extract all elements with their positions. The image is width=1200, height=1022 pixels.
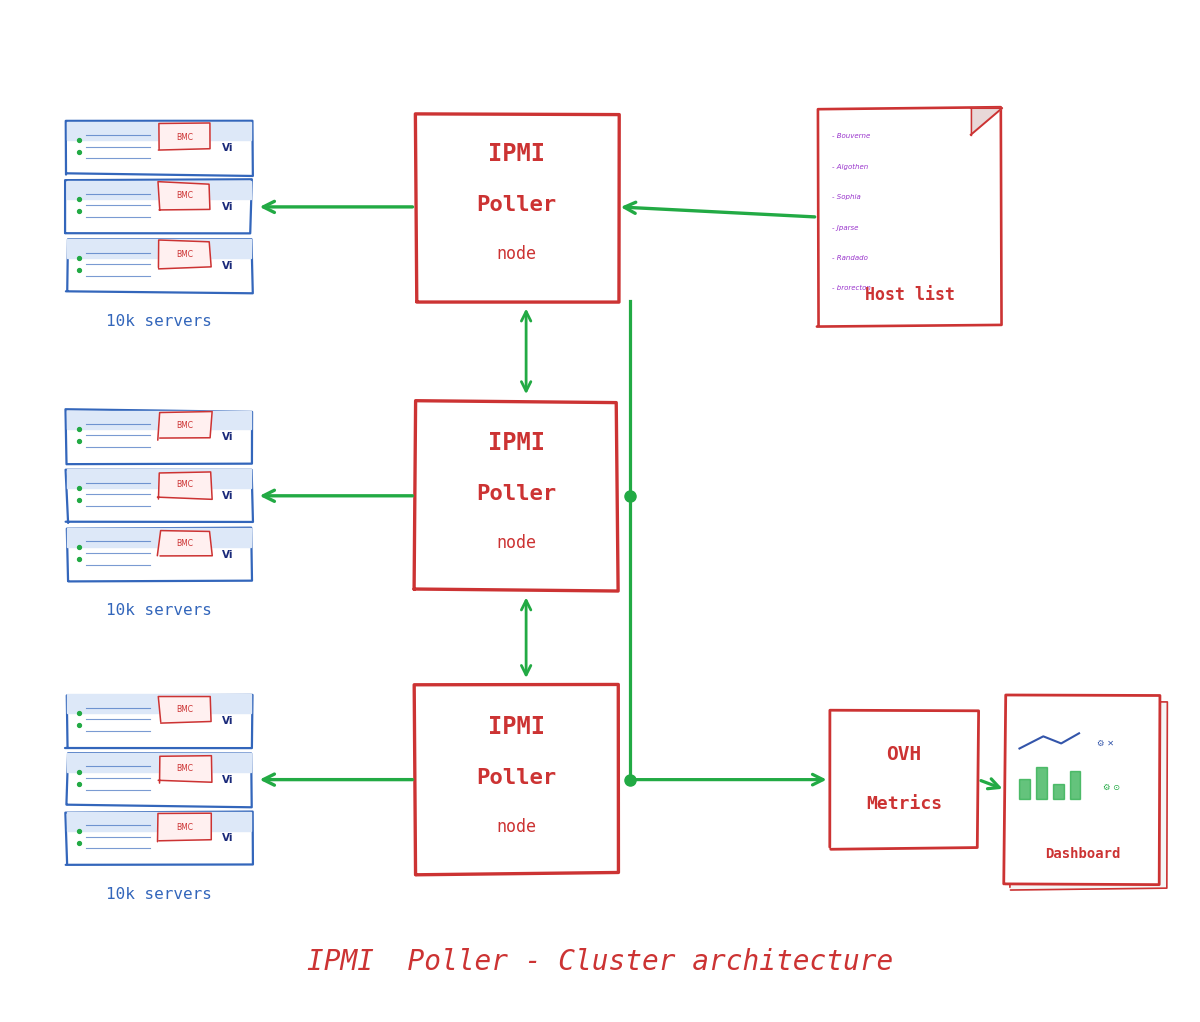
Text: - Randado: - Randado (832, 256, 868, 261)
Polygon shape (67, 527, 252, 582)
Polygon shape (157, 412, 212, 440)
Text: - Sophia: - Sophia (832, 194, 860, 200)
Polygon shape (158, 182, 210, 211)
Polygon shape (67, 411, 252, 429)
Text: Vi: Vi (222, 143, 233, 153)
Text: Vi: Vi (222, 261, 233, 271)
Text: node: node (497, 245, 536, 263)
Polygon shape (65, 695, 252, 748)
Polygon shape (66, 470, 253, 523)
Text: Dashboard: Dashboard (1045, 847, 1121, 862)
Text: ⚙ ✕: ⚙ ✕ (1097, 739, 1114, 748)
Polygon shape (67, 528, 252, 547)
Polygon shape (158, 240, 211, 269)
Text: ⚙ ⊙: ⚙ ⊙ (1103, 783, 1120, 791)
Polygon shape (66, 239, 253, 293)
Text: Vi: Vi (222, 491, 233, 501)
Text: BMC: BMC (176, 480, 193, 490)
Polygon shape (1069, 771, 1080, 799)
Polygon shape (66, 753, 252, 807)
Text: BMC: BMC (176, 764, 193, 773)
Text: - Bouverne: - Bouverne (832, 134, 870, 139)
Polygon shape (817, 107, 1002, 327)
Polygon shape (829, 710, 979, 849)
Polygon shape (971, 108, 1002, 135)
Polygon shape (414, 685, 618, 875)
Text: node: node (497, 818, 536, 836)
Text: Poller: Poller (476, 195, 557, 215)
Text: BMC: BMC (176, 823, 193, 832)
Polygon shape (1003, 695, 1160, 885)
Text: 10k servers: 10k servers (106, 315, 212, 329)
Text: Metrics: Metrics (866, 795, 942, 814)
Text: Host list: Host list (865, 286, 955, 304)
Text: Vi: Vi (222, 715, 233, 726)
Polygon shape (65, 179, 252, 233)
Polygon shape (158, 123, 210, 150)
Polygon shape (157, 472, 212, 500)
Polygon shape (1010, 701, 1168, 890)
Text: Vi: Vi (222, 432, 233, 442)
Text: BMC: BMC (176, 705, 193, 714)
Polygon shape (67, 239, 252, 258)
Polygon shape (1020, 779, 1030, 799)
Text: Vi: Vi (222, 833, 233, 843)
Polygon shape (67, 122, 252, 140)
Text: Vi: Vi (222, 202, 233, 212)
Polygon shape (67, 812, 252, 831)
Text: IPMI: IPMI (488, 715, 545, 739)
Polygon shape (158, 697, 211, 724)
Text: IPMI  Poller - Cluster architecture: IPMI Poller - Cluster architecture (307, 948, 893, 976)
Polygon shape (414, 401, 618, 591)
Text: Poller: Poller (476, 484, 557, 504)
Text: BMC: BMC (176, 421, 193, 430)
Polygon shape (66, 409, 252, 464)
Polygon shape (65, 811, 253, 865)
Polygon shape (67, 181, 252, 199)
Polygon shape (157, 814, 211, 842)
Text: - Algothen: - Algothen (832, 164, 868, 170)
Text: - Jparse: - Jparse (832, 225, 858, 231)
Text: IPMI: IPMI (488, 431, 545, 455)
Text: OVH: OVH (887, 745, 922, 764)
Text: BMC: BMC (176, 539, 193, 548)
Text: BMC: BMC (176, 133, 193, 141)
Polygon shape (67, 469, 252, 487)
Text: 10k servers: 10k servers (106, 603, 212, 618)
Polygon shape (157, 530, 212, 556)
Text: Vi: Vi (222, 775, 233, 785)
Polygon shape (67, 753, 252, 772)
Polygon shape (415, 113, 619, 303)
Text: 10k servers: 10k servers (106, 887, 212, 902)
Polygon shape (158, 755, 212, 783)
Text: BMC: BMC (176, 250, 193, 260)
Text: node: node (497, 533, 536, 552)
Text: - brorecton: - brorecton (832, 285, 871, 291)
Text: Poller: Poller (476, 768, 557, 788)
Text: IPMI: IPMI (488, 142, 545, 167)
Text: Vi: Vi (222, 550, 233, 560)
Polygon shape (1036, 766, 1046, 799)
Polygon shape (66, 121, 253, 176)
Text: BMC: BMC (176, 191, 193, 200)
Polygon shape (67, 695, 252, 713)
Polygon shape (1052, 784, 1063, 799)
